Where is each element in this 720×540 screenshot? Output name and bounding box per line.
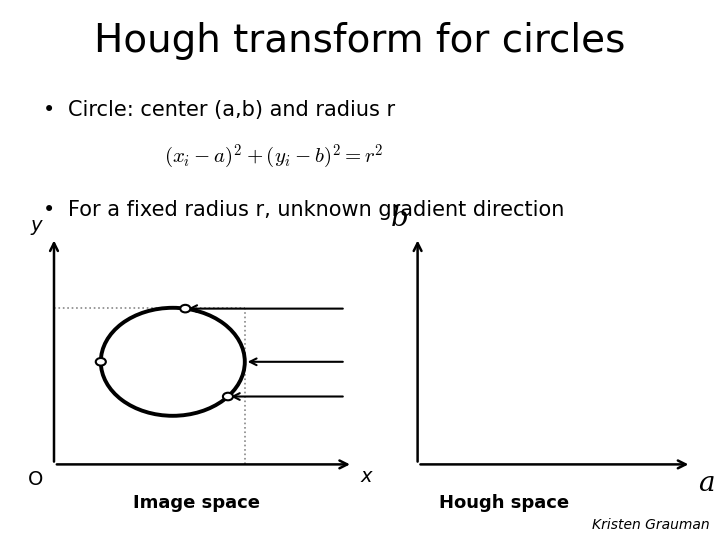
Text: Hough transform for circles: Hough transform for circles	[94, 22, 626, 59]
Circle shape	[180, 305, 190, 313]
Text: b: b	[391, 205, 408, 232]
Text: $(x_i-a)^2+(y_i-b)^2=r^2$: $(x_i-a)^2+(y_i-b)^2=r^2$	[164, 143, 383, 171]
Text: a: a	[698, 470, 715, 497]
Text: y: y	[30, 216, 42, 235]
Text: Circle: center (a,b) and radius r: Circle: center (a,b) and radius r	[68, 100, 395, 120]
Circle shape	[223, 393, 233, 400]
Text: x: x	[360, 467, 372, 486]
Text: Image space: Image space	[132, 494, 260, 512]
Circle shape	[96, 358, 106, 366]
Text: Kristen Grauman: Kristen Grauman	[592, 518, 709, 532]
Text: O: O	[28, 470, 44, 489]
Text: Hough space: Hough space	[439, 494, 569, 512]
Text: For a fixed radius r, unknown gradient direction: For a fixed radius r, unknown gradient d…	[68, 200, 564, 220]
Text: •: •	[43, 200, 55, 220]
Text: •: •	[43, 100, 55, 120]
